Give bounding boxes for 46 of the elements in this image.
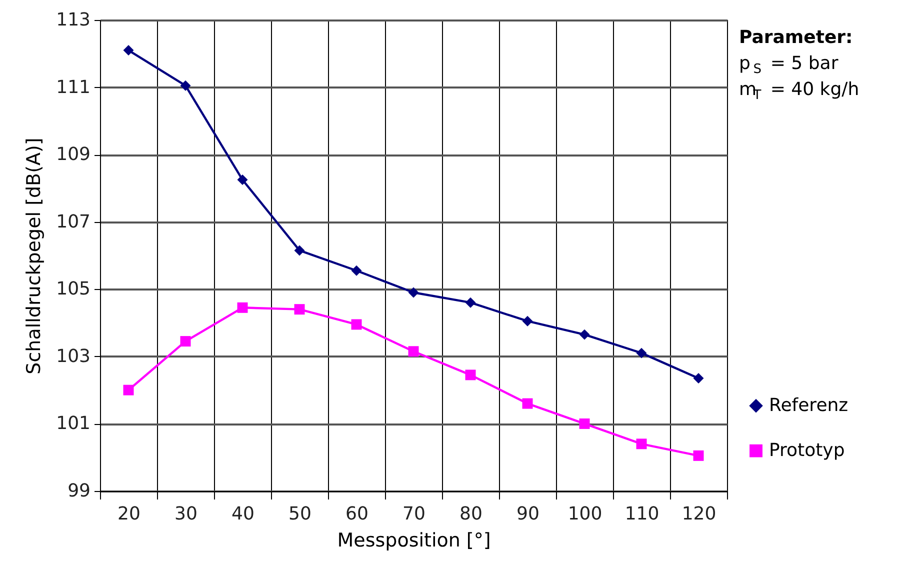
point [522,316,533,326]
y-tick-label: 101 [56,413,90,434]
x-tick-label: 100 [568,504,602,524]
legend-label: Referenz [769,394,848,416]
point [408,287,419,298]
x-tick-label: 70 [402,504,426,524]
y-tick-label: 99 [68,480,90,502]
point [180,80,191,91]
x-tick-label: 30 [174,504,198,524]
point [237,174,248,186]
x-tick-label: 40 [232,504,254,524]
y-tick-label: 113 [56,10,90,30]
point [294,245,305,256]
y-tick-label: 111 [56,76,90,98]
point [465,370,476,380]
point [237,302,248,313]
x-tick-label: 80 [460,504,482,524]
y-tick-label: 103 [56,346,90,367]
point [351,319,362,330]
point [522,398,533,409]
y-tick-label: 105 [56,278,90,300]
point [693,373,704,384]
point [693,450,704,461]
point [579,418,590,429]
y-tick-label: 107 [56,211,90,232]
x-tick-label: 90 [516,504,540,524]
point [465,297,476,308]
x-tick-label: 50 [288,504,312,524]
point [408,346,419,357]
point [123,45,134,56]
x-tick-label: 20 [118,504,140,524]
text: Parameter: [739,27,853,48]
point [123,384,134,396]
point [351,265,362,276]
x-tick-label: 110 [624,504,660,524]
point [636,348,647,358]
legend-label: Prototyp [769,440,845,461]
x-axis-title: Messposition [°] [337,530,491,552]
y-tick-label: 109 [56,144,90,166]
point [636,438,647,450]
x-tick-label: 60 [346,504,368,524]
point [579,329,590,340]
point [180,336,191,347]
x-tick-label: 120 [682,504,716,524]
y-axis-title: Schalldruckpegel [dB(A)] [23,138,46,374]
point [294,304,305,315]
